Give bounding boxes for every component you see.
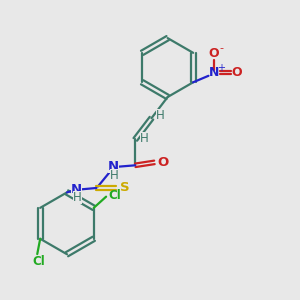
Text: H: H [140, 132, 148, 145]
Text: Cl: Cl [32, 255, 45, 268]
Text: N: N [208, 66, 219, 80]
Text: S: S [120, 182, 130, 194]
Text: -: - [219, 43, 223, 53]
Text: H: H [156, 109, 165, 122]
Text: H: H [73, 191, 82, 204]
Text: O: O [208, 46, 219, 60]
Text: N: N [108, 160, 119, 173]
Text: O: O [158, 156, 169, 169]
Text: H: H [110, 169, 118, 182]
Text: O: O [232, 66, 242, 80]
Text: Cl: Cl [109, 189, 121, 202]
Text: +: + [217, 63, 225, 73]
Text: N: N [71, 183, 82, 196]
